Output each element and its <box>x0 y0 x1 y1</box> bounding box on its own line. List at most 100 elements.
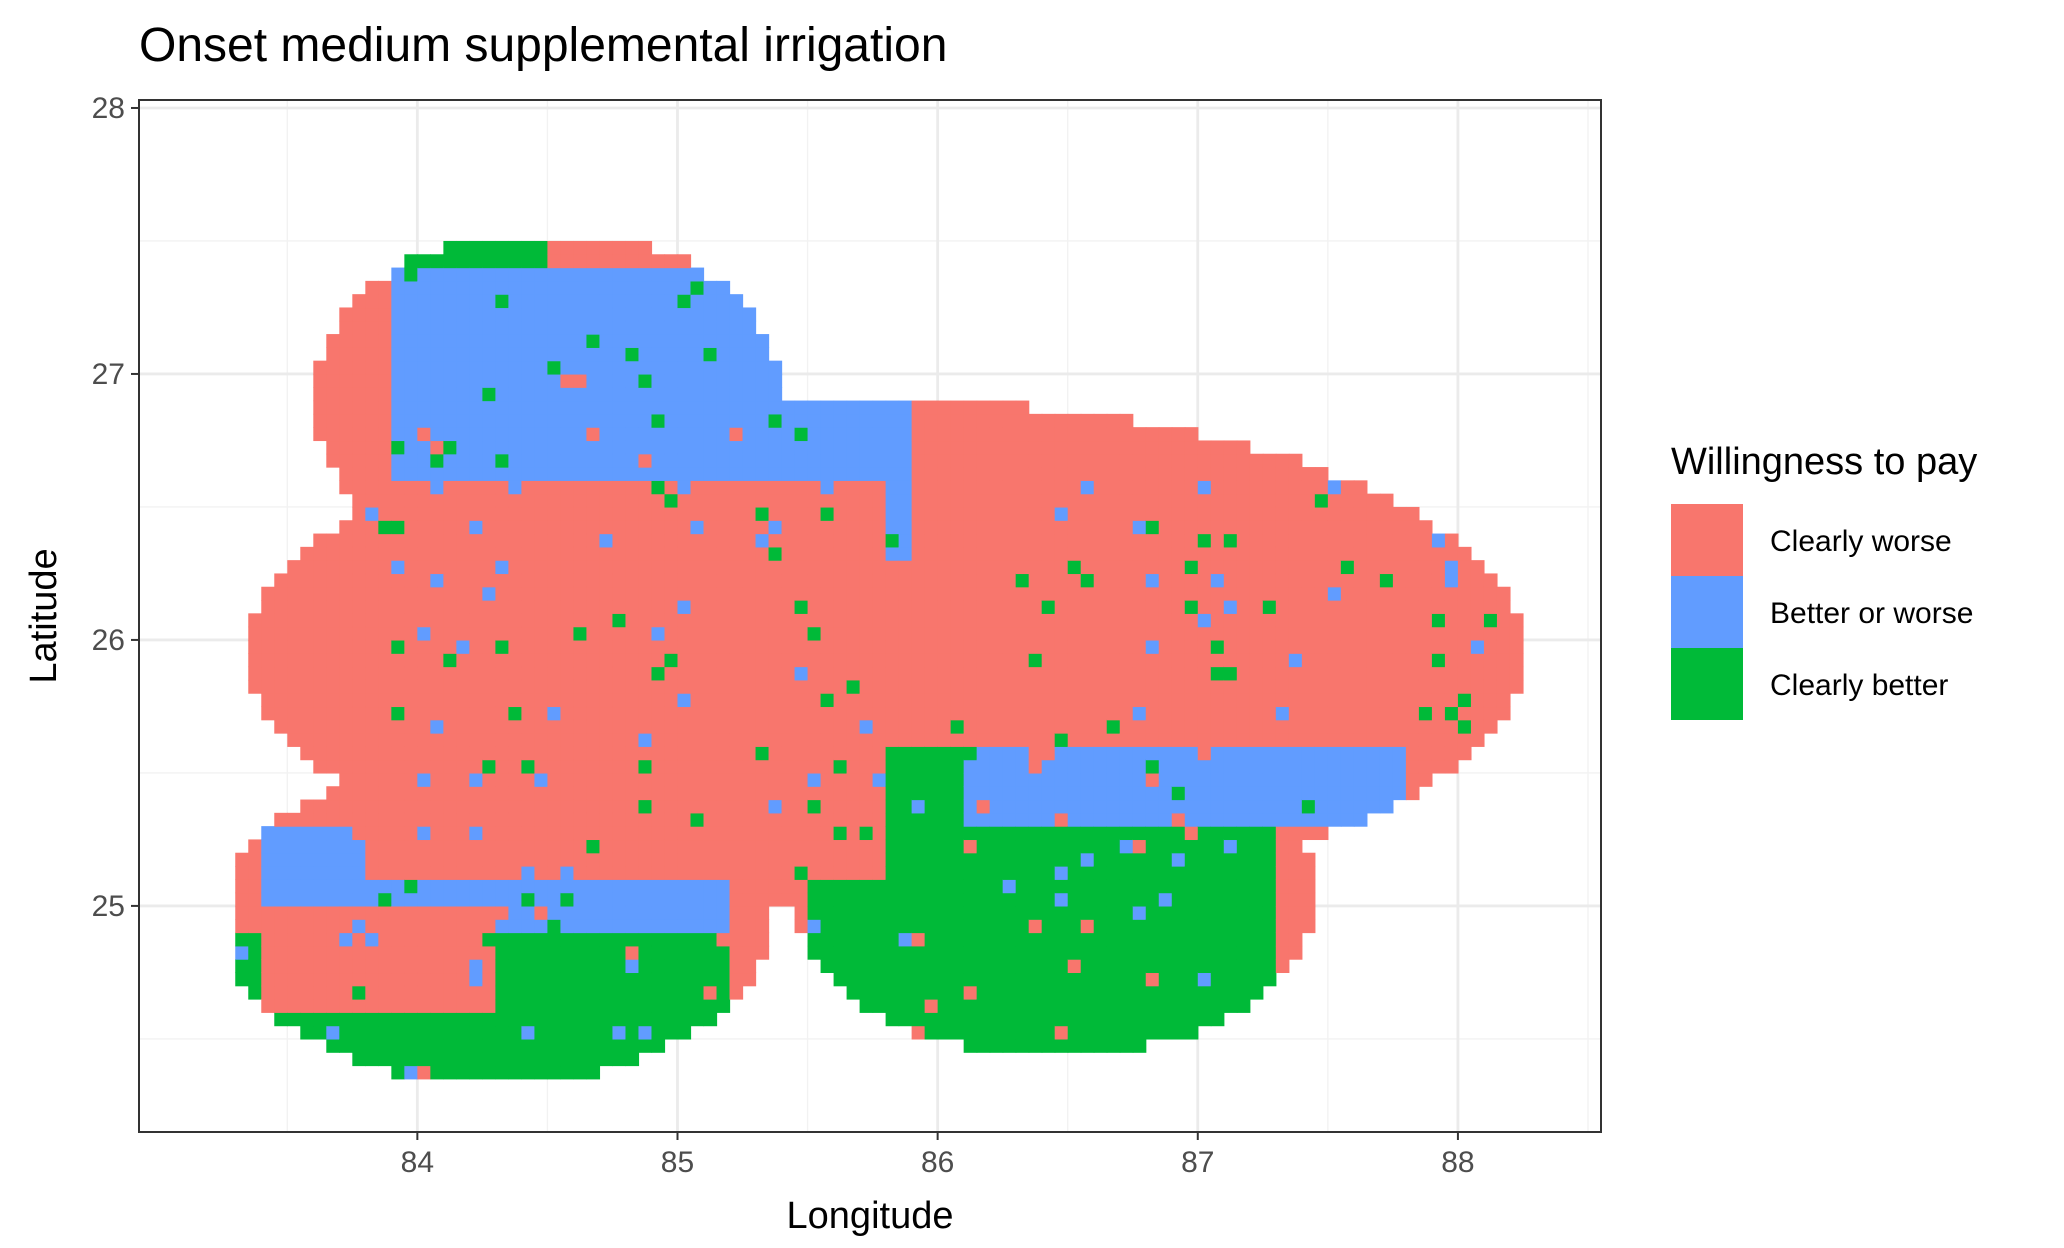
map-cell <box>664 373 679 388</box>
map-cell <box>1431 613 1446 628</box>
map-cell <box>1314 812 1329 827</box>
map-cell <box>547 826 562 841</box>
map-cell <box>664 719 679 734</box>
map-cell <box>1405 679 1420 694</box>
map-cell <box>716 679 731 694</box>
map-cell <box>1483 639 1498 654</box>
map-cell <box>430 852 444 867</box>
map-cell <box>521 387 536 402</box>
map-cell <box>924 1025 939 1040</box>
map-cell <box>560 400 575 415</box>
map-cell <box>586 506 601 521</box>
map-cell <box>1002 799 1017 814</box>
map-cell <box>1106 706 1121 721</box>
map-cell <box>417 360 431 375</box>
map-cell <box>482 879 496 894</box>
map-cell <box>768 746 783 761</box>
map-cell <box>1210 772 1225 787</box>
map-cell <box>833 719 848 734</box>
map-cell <box>690 826 705 841</box>
map-cell <box>1132 573 1147 588</box>
map-cell <box>248 905 262 920</box>
map-cell <box>547 520 562 535</box>
map-cell <box>365 427 379 442</box>
map-cell <box>547 1012 562 1027</box>
map-cell <box>300 866 314 880</box>
map-cell <box>365 560 379 575</box>
map-cell <box>755 746 770 761</box>
map-cell <box>1028 520 1043 535</box>
map-cell <box>729 879 744 894</box>
map-cell <box>365 733 379 747</box>
map-cell <box>586 586 601 601</box>
map-cell <box>1288 560 1303 575</box>
map-cell <box>833 959 848 974</box>
map-cell <box>664 613 679 628</box>
map-cell <box>1275 932 1290 947</box>
map-cell <box>846 706 861 721</box>
map-cell <box>352 733 366 747</box>
map-cell <box>469 373 483 388</box>
map-cell <box>651 653 666 668</box>
map-cell <box>547 506 562 521</box>
map-cell <box>1106 613 1121 628</box>
map-cell <box>729 387 744 402</box>
map-cell <box>1158 440 1173 455</box>
map-cell <box>768 812 783 827</box>
map-cell <box>482 999 496 1013</box>
map-cell <box>989 786 1004 801</box>
map-cell <box>404 254 418 269</box>
map-cell <box>1327 666 1342 681</box>
map-cell <box>1080 799 1095 814</box>
map-cell <box>1106 546 1121 561</box>
map-cell <box>508 626 523 641</box>
map-cell <box>1353 733 1368 747</box>
map-cell <box>326 1012 340 1027</box>
map-cell <box>872 772 887 787</box>
map-cell <box>1275 586 1290 601</box>
map-cell <box>521 693 536 708</box>
map-cell <box>651 467 666 481</box>
map-cell <box>404 733 418 747</box>
map-cell <box>1340 533 1355 548</box>
map-cell <box>1054 520 1069 535</box>
map-cell <box>1002 613 1017 628</box>
map-cell <box>937 427 952 442</box>
map-cell <box>482 307 496 322</box>
map-cell <box>586 1025 601 1040</box>
map-cell <box>677 839 692 854</box>
map-cell <box>1002 759 1017 774</box>
map-cell <box>638 453 653 468</box>
map-cell <box>1197 812 1212 827</box>
map-cell <box>352 440 366 455</box>
map-cell <box>885 772 900 787</box>
map-cell <box>1119 560 1134 575</box>
map-cell <box>521 945 536 960</box>
map-cell <box>963 772 978 787</box>
map-cell <box>495 560 510 575</box>
map-cell <box>755 799 770 814</box>
map-cell <box>482 959 496 974</box>
map-cell <box>378 746 392 761</box>
map-cell <box>339 560 353 575</box>
map-cell <box>287 1012 301 1027</box>
map-cell <box>586 294 601 309</box>
map-cell <box>872 733 887 747</box>
map-cell <box>339 626 353 641</box>
map-cell <box>508 1012 523 1027</box>
map-cell <box>235 959 249 974</box>
map-cell <box>547 453 562 468</box>
map-cell <box>1301 560 1316 575</box>
map-cell <box>274 693 288 708</box>
map-cell <box>1119 919 1134 934</box>
map-cell <box>911 453 926 468</box>
map-cell <box>287 812 301 827</box>
map-cell <box>1106 1038 1121 1053</box>
map-cell <box>885 467 900 481</box>
map-cell <box>261 999 275 1013</box>
map-cell <box>1262 932 1277 947</box>
map-cell <box>1509 639 1524 654</box>
map-cell <box>1067 905 1082 920</box>
map-cell <box>989 493 1004 508</box>
map-cell <box>716 746 731 761</box>
